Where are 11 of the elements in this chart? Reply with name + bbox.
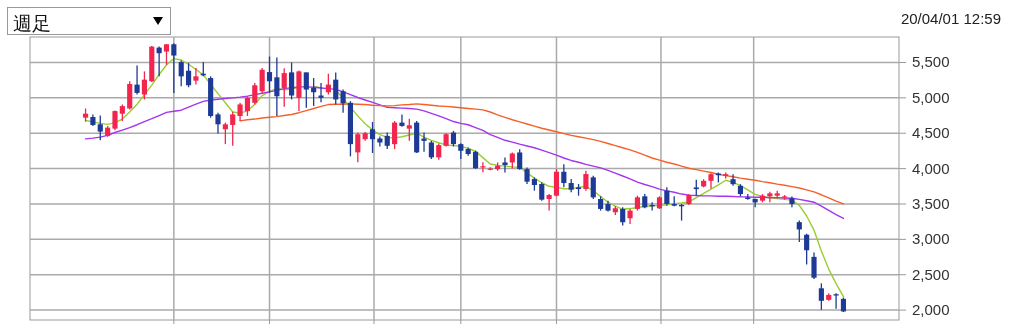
y-tick-label: 4,000	[912, 159, 950, 177]
y-tick-label: 3,500	[912, 194, 950, 212]
chart-title: 週足	[13, 13, 51, 34]
dropdown: 週足	[7, 7, 171, 35]
y-tick-label: 2,000	[912, 301, 950, 319]
y-tick-label: 5,000	[912, 88, 950, 106]
text: 20/04/01 12:59	[900, 10, 1001, 27]
y-tick-label: 2,500	[912, 265, 950, 283]
y-tick-label: 5,500	[912, 53, 950, 71]
y-tick-label: 3,000	[912, 230, 950, 248]
y-tick-label: 4,500	[912, 124, 950, 142]
